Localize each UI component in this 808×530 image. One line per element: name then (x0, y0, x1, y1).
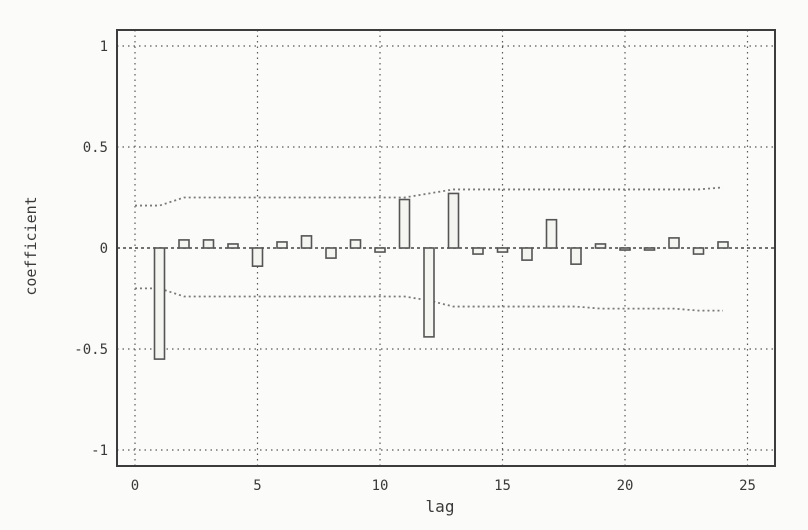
bar-lag-8 (325, 247, 337, 259)
x-tick-label: 20 (617, 478, 634, 494)
bar-lag-15 (496, 247, 509, 253)
x-tick-label: 0 (131, 478, 139, 494)
bar-lag-12 (423, 247, 435, 338)
bar-lag-2 (178, 239, 190, 249)
y-tick-label: 1 (100, 39, 108, 55)
bar-lag-18 (570, 247, 582, 265)
bar-lag-24 (717, 241, 729, 249)
bar-lag-7 (300, 235, 313, 249)
bar-lag-1 (153, 247, 166, 360)
bar-lag-14 (472, 247, 484, 255)
y-axis-label: coefficient (22, 196, 40, 295)
upper-confidence-band (135, 186, 724, 207)
bar-lag-4 (227, 243, 239, 249)
bar-lag-11 (398, 198, 411, 249)
bar-lag-19 (594, 243, 607, 249)
x-tick-label: 10 (372, 478, 389, 494)
bar-lag-16 (521, 247, 533, 261)
bar-lag-17 (545, 218, 558, 249)
gridlines (117, 30, 775, 466)
bar-lag-23 (692, 247, 705, 255)
bar-lag-21 (643, 247, 656, 251)
x-tick-label: 5 (253, 478, 261, 494)
bar-lag-6 (276, 241, 288, 249)
bars (153, 192, 729, 360)
bar-lag-3 (202, 239, 215, 249)
y-tick-label: 0.5 (83, 140, 108, 156)
bar-lag-13 (447, 192, 460, 249)
x-tick-label: 15 (494, 478, 511, 494)
x-axis-label: lag (426, 497, 455, 516)
bar-lag-22 (668, 237, 680, 249)
bar-lag-10 (374, 247, 386, 253)
plot-frame (116, 29, 776, 467)
y-tick-label: -1 (91, 443, 108, 459)
y-tick-labels: 1 0.5 0 -0.5 -1 (74, 39, 108, 459)
bar-lag-5 (251, 247, 264, 267)
y-tick-label: -0.5 (74, 342, 108, 358)
bar-lag-9 (349, 239, 362, 249)
y-tick-label: 0 (100, 241, 108, 257)
x-tick-label: 25 (739, 478, 756, 494)
x-tick-labels: 0 5 10 15 20 25 (131, 478, 756, 494)
bar-lag-20 (619, 247, 631, 251)
